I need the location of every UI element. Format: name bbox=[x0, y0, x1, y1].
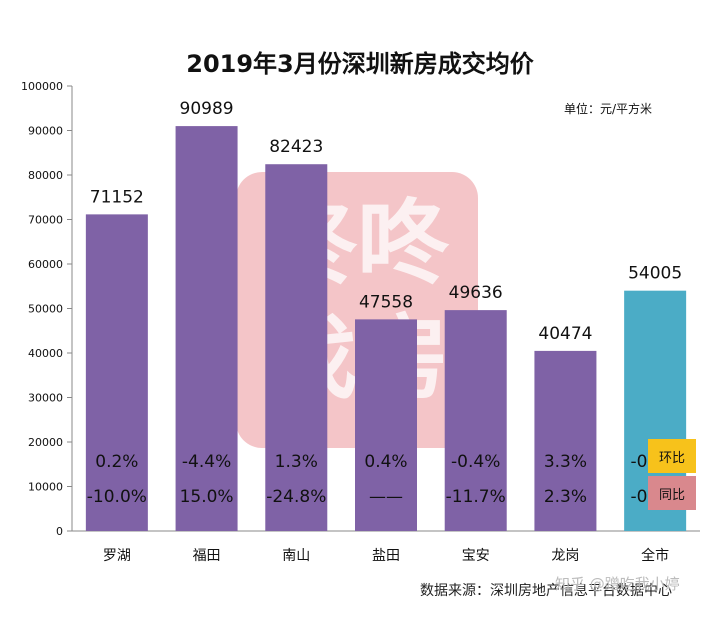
yoy-label: 15.0% bbox=[180, 487, 234, 507]
legend-mom: 环比 bbox=[648, 439, 696, 473]
yoy-label: -24.8% bbox=[266, 487, 326, 507]
yoy-label: -10.0% bbox=[87, 487, 147, 507]
y-tick-label: 0 bbox=[56, 525, 63, 538]
mom-label: 1.3% bbox=[275, 452, 318, 472]
y-tick-label: 100000 bbox=[21, 80, 63, 93]
bar bbox=[534, 350, 597, 531]
value-label: 49636 bbox=[449, 283, 503, 303]
mom-label: 0.4% bbox=[364, 452, 407, 472]
yoy-label: —— bbox=[369, 487, 403, 507]
value-label: 82423 bbox=[269, 137, 323, 157]
yoy-label: 2.3% bbox=[544, 487, 587, 507]
value-label: 40474 bbox=[538, 324, 592, 344]
y-tick-label: 90000 bbox=[28, 125, 63, 138]
value-label: 47558 bbox=[359, 292, 413, 312]
y-tick-label: 40000 bbox=[28, 347, 63, 360]
mom-label: 3.3% bbox=[544, 452, 587, 472]
value-label: 54005 bbox=[628, 264, 682, 284]
mom-label: -4.4% bbox=[182, 452, 231, 472]
category-label: 南山 bbox=[282, 548, 310, 564]
y-tick-label: 50000 bbox=[28, 303, 63, 316]
bar bbox=[444, 310, 507, 531]
y-tick-label: 30000 bbox=[28, 392, 63, 405]
yoy-label: -11.7% bbox=[446, 487, 506, 507]
y-tick-label: 70000 bbox=[28, 214, 63, 227]
watermark-text: 知乎 @蹭吃我小婷 bbox=[555, 575, 680, 593]
bar bbox=[85, 214, 148, 531]
category-label: 罗湖 bbox=[103, 548, 131, 564]
category-label: 全市 bbox=[641, 547, 669, 564]
mom-label: -0.4% bbox=[451, 452, 500, 472]
mom-label: 0.2% bbox=[95, 452, 138, 472]
bar bbox=[355, 319, 417, 531]
data-labels: 71152 0.2% -10.0% 罗湖 90989 -4.4% 15.0% 福田 82423 1… bbox=[87, 99, 682, 564]
y-tick-label: 20000 bbox=[28, 436, 63, 449]
y-tick-label: 60000 bbox=[28, 258, 63, 271]
y-tick-label: 80000 bbox=[28, 169, 63, 182]
bar bbox=[175, 126, 238, 532]
legend-yoy: 同比 bbox=[648, 476, 696, 510]
bar bbox=[265, 164, 328, 531]
value-label: 71152 bbox=[90, 187, 144, 207]
chart-title: 2019年3月份深圳新房成交均价 bbox=[186, 50, 534, 78]
value-label: 90989 bbox=[180, 99, 234, 119]
category-label: 盐田 bbox=[372, 548, 400, 564]
unit-label: 单位：元/平方米 bbox=[564, 102, 653, 116]
y-tick-label: 10000 bbox=[28, 481, 63, 494]
category-label: 宝安 bbox=[462, 548, 490, 564]
bars bbox=[85, 126, 687, 532]
data-source: 数据来源：深圳房地产信息平台数据中心 bbox=[420, 583, 672, 599]
category-label: 福田 bbox=[193, 548, 221, 564]
category-label: 龙岗 bbox=[551, 548, 579, 564]
